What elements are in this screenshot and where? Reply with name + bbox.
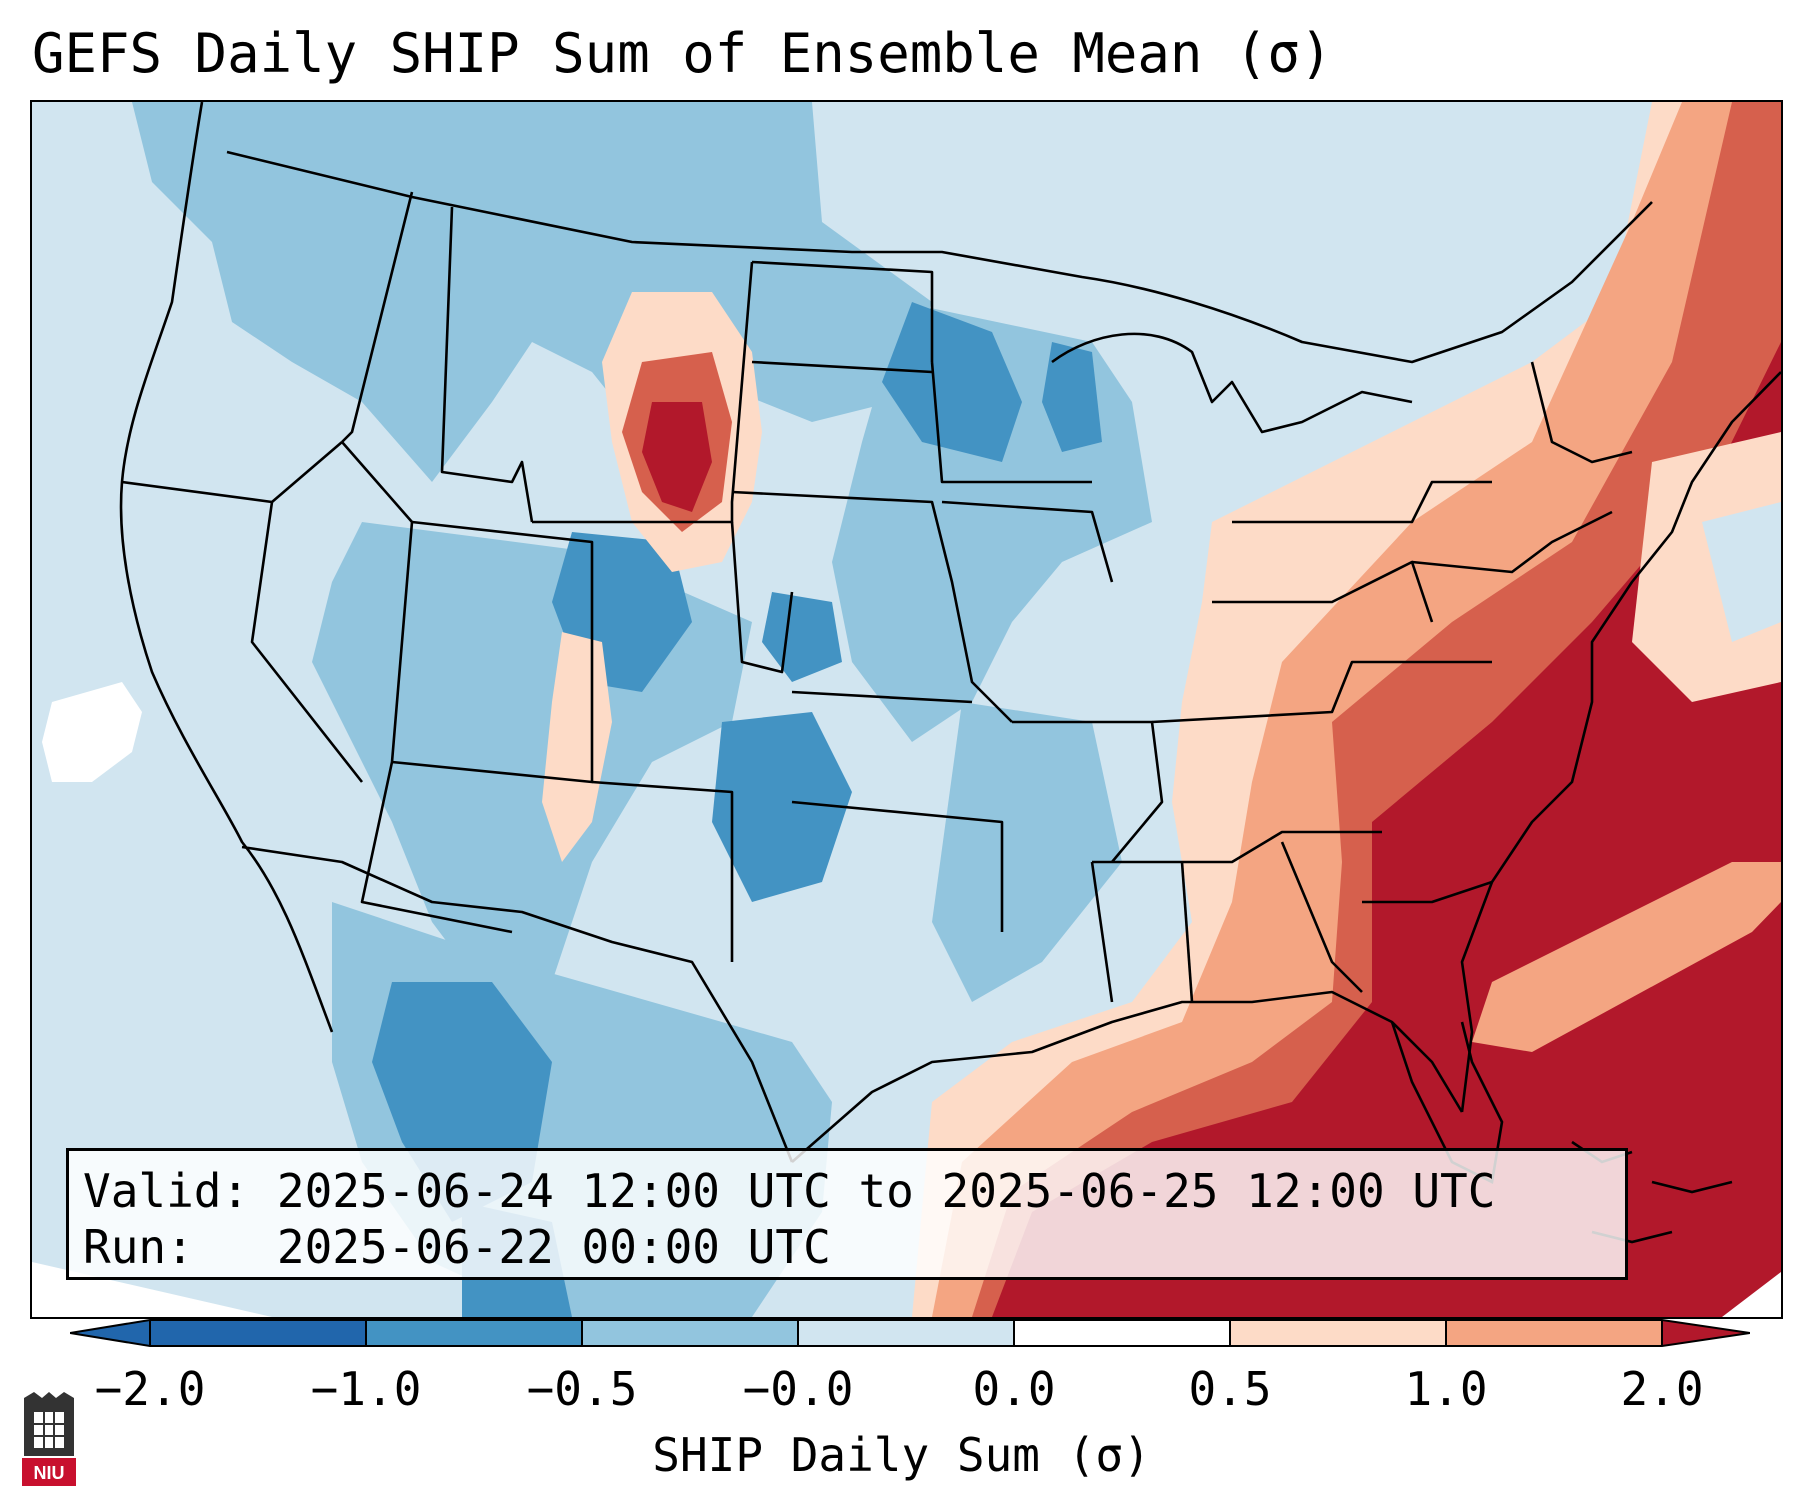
canada-border <box>226 150 1653 364</box>
map-panel <box>30 100 1783 1319</box>
colorbar-tick-label: 1.0 <box>1404 1362 1488 1416</box>
pacific-coastline <box>119 102 334 1033</box>
colorbar-extend-low <box>70 1320 150 1346</box>
colorbar-tick-label: −0.0 <box>742 1362 854 1416</box>
anomaly-map <box>32 102 1781 1317</box>
valid-time: 2025-06-24 12:00 UTC to 2025-06-25 12:00… <box>276 1164 1496 1218</box>
colorbar-segment <box>1446 1320 1662 1346</box>
great-lakes-outline <box>1051 332 1413 434</box>
colorbar-tick-label: −2.0 <box>94 1362 206 1416</box>
colorbar-segment <box>1230 1320 1446 1346</box>
page-title: GEFS Daily SHIP Sum of Ensemble Mean (σ) <box>32 22 1333 85</box>
colorbar-extend-high <box>1662 1320 1750 1346</box>
run-label: Run: <box>83 1220 194 1274</box>
colorbar-tick-label: 0.5 <box>1188 1362 1272 1416</box>
colorbar-segment <box>150 1320 366 1346</box>
niu-logo: NIU <box>22 1392 76 1486</box>
colorbar-tick-label: 2.0 <box>1620 1362 1704 1416</box>
valid-label: Valid: <box>83 1164 250 1218</box>
colorbar-tick-label: 0.0 <box>972 1362 1056 1416</box>
colorbar-segment <box>798 1320 1014 1346</box>
valid-run-box: Valid: 2025-06-24 12:00 UTC to 2025-06-2… <box>66 1148 1628 1280</box>
colorbar-segment <box>366 1320 582 1346</box>
boundary-lines <box>119 102 1781 1163</box>
projection-edge-right <box>1722 1272 1781 1317</box>
atlantic-coastline <box>1460 371 1781 1113</box>
neutral-patch <box>42 682 142 782</box>
run-time: 2025-06-22 00:00 UTC <box>276 1220 831 1274</box>
colorbar-tick-label: −1.0 <box>310 1362 422 1416</box>
positive-anomaly-east <box>912 102 1781 1317</box>
colorbar <box>70 1319 1750 1347</box>
colorbar-label: SHIP Daily Sum (σ) <box>652 1428 1151 1482</box>
mexico-border <box>241 845 794 1163</box>
colorbar-segment <box>1014 1320 1230 1346</box>
svg-text:NIU: NIU <box>34 1463 65 1483</box>
positive-anomaly-northern-plains <box>542 292 762 862</box>
gulf-coastline <box>791 990 1464 1163</box>
colorbar-tick-label: −0.5 <box>526 1362 638 1416</box>
colorbar-segment <box>582 1320 798 1346</box>
